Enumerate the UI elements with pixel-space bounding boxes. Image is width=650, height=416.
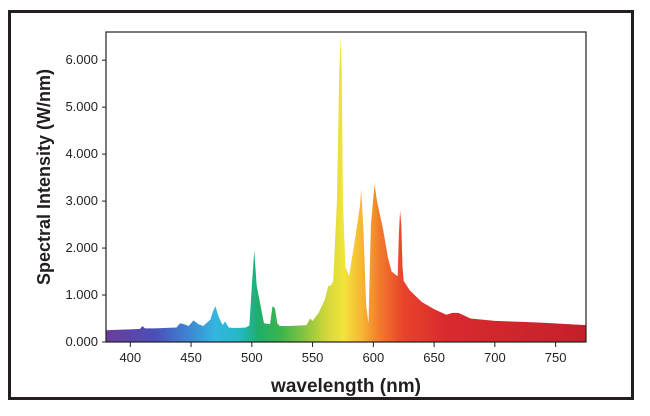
y-tick-label: 0.000: [65, 334, 98, 349]
y-tick-label: 3.000: [65, 193, 98, 208]
x-tick-label: 700: [484, 350, 506, 365]
x-axis-title: wavelength (nm): [270, 376, 421, 397]
y-tick-label: 1.000: [65, 287, 98, 302]
y-tick-label: 2.000: [65, 240, 98, 255]
y-axis-ticks: 0.000 1.000 2.000 3.000 4.000 5.000 6.000: [65, 52, 106, 349]
x-tick-label: 750: [545, 350, 567, 365]
y-axis-title: Spectral Intensity (W/nm): [34, 69, 54, 285]
x-tick-label: 450: [180, 350, 202, 365]
x-axis-ticks: 400 450 500 550 600 650 700 750: [119, 342, 566, 365]
y-tick-label: 4.000: [65, 146, 98, 161]
y-tick-label: 6.000: [65, 52, 98, 67]
y-tick-label: 5.000: [65, 99, 98, 114]
x-tick-label: 500: [241, 350, 263, 365]
x-tick-label: 650: [423, 350, 445, 365]
spectrum-area: [106, 39, 586, 343]
x-tick-label: 400: [119, 350, 141, 365]
x-tick-label: 600: [362, 350, 384, 365]
plot-area-border: [105, 31, 587, 343]
x-tick-label: 550: [302, 350, 324, 365]
